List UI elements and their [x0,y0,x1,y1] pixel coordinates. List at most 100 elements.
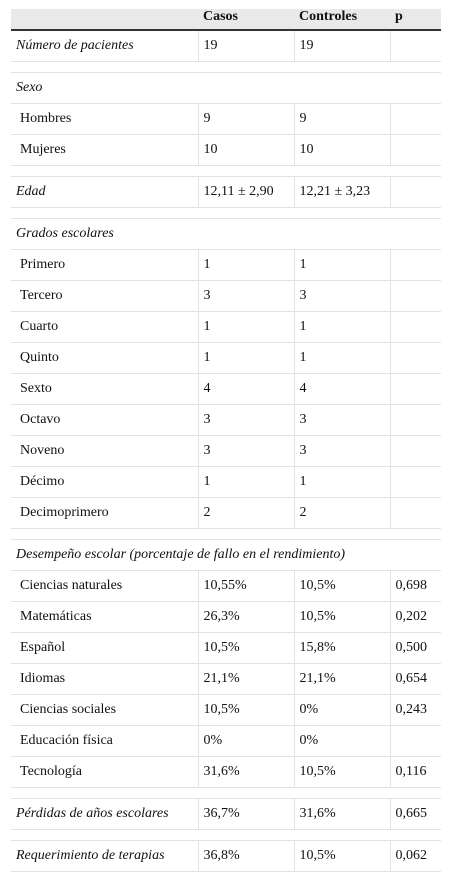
table-cell: 0% [197,725,294,757]
table-cell: 0,500 [389,632,441,664]
table-cell: 36,8% [197,840,294,872]
spacer-cell [11,787,441,799]
table-cell: 12,21 ± 3,23 [293,176,390,208]
table-row: Decimoprimero 2 2 [11,497,441,529]
table-cell: Primero [11,249,198,281]
spacer-row [11,61,441,73]
table-cell [389,342,441,374]
table-cell [389,373,441,405]
table-cell: 21,1% [293,663,390,695]
table-cell: 10,5% [293,601,390,633]
table-cell: 15,8% [293,632,390,664]
table-cell: Sexo [11,72,441,104]
spacer-cell [11,61,441,73]
spacer-cell [11,207,441,219]
table-cell: Decimoprimero [11,497,198,529]
table-row: Décimo 1 1 [11,466,441,498]
table-row: Requerimiento de terapias 36,8% 10,5% 0,062 [11,840,441,872]
table-cell [11,9,198,31]
table-cell: 0,654 [389,663,441,695]
spacer-row [11,787,441,799]
table-cell: Décimo [11,466,198,498]
table-cell [389,134,441,166]
table-cell: Sexto [11,373,198,405]
table-row: Número de pacientes 19 19 [11,30,441,62]
spacer-cell [11,165,441,177]
table-body: Casos Controles p Número de pacientes 19 19 Se… [11,9,441,872]
table-cell: 36,7% [197,798,294,830]
table-cell: Controles [294,9,390,31]
table-cell: 3 [197,280,294,312]
table-cell [389,497,441,529]
table-cell: Tercero [11,280,198,312]
table-cell: 10,5% [197,694,294,726]
table-cell: Educación física [11,725,198,757]
table-row: Ciencias naturales 10,55% 10,5% 0,698 [11,570,441,602]
table-cell: 3 [197,435,294,467]
table-cell: Requerimiento de terapias [11,840,198,872]
table-cell: 2 [197,497,294,529]
table-cell: 0% [293,694,390,726]
table-cell: Desempeño escolar (porcentaje de fallo e… [11,539,441,571]
table-row: Primero 1 1 [11,249,441,281]
table-cell: 26,3% [197,601,294,633]
table-cell: 10,55% [197,570,294,602]
table-cell: 19 [293,30,390,62]
table-cell: 2 [293,497,390,529]
table-cell: Ciencias sociales [11,694,198,726]
table-cell: 19 [197,30,294,62]
table-cell: Casos [198,9,294,31]
table-row: Edad 12,11 ± 2,90 12,21 ± 3,23 [11,176,441,208]
header-row: Casos Controles p [11,9,441,31]
table-cell: Cuarto [11,311,198,343]
table-cell: Pérdidas de años escolares [11,798,198,830]
table-cell: 0,202 [389,601,441,633]
table-cell: 0,062 [389,840,441,872]
table-cell: 1 [293,249,390,281]
table-row: Matemáticas 26,3% 10,5% 0,202 [11,601,441,633]
spacer-cell [11,528,441,540]
table-cell: 12,11 ± 2,90 [197,176,294,208]
spacer-row [11,207,441,219]
table-cell: p [390,9,441,31]
table-row: Español 10,5% 15,8% 0,500 [11,632,441,664]
table-row: Tercero 3 3 [11,280,441,312]
table-cell: 10 [197,134,294,166]
table-cell [389,249,441,281]
table-cell [389,725,441,757]
table-cell [389,103,441,135]
table-cell: Octavo [11,404,198,436]
table-row: Tecnología 31,6% 10,5% 0,116 [11,756,441,788]
table-cell: 3 [293,404,390,436]
table-row: Pérdidas de años escolares 36,7% 31,6% 0,66… [11,798,441,830]
table-cell [389,435,441,467]
table-cell: 31,6% [293,798,390,830]
table-cell [389,176,441,208]
table-row: Quinto 1 1 [11,342,441,374]
table-cell: 3 [293,435,390,467]
table-cell: 1 [197,466,294,498]
table-cell [389,311,441,343]
table-cell: 1 [293,466,390,498]
table-cell: Tecnología [11,756,198,788]
table-cell: 1 [293,311,390,343]
table-cell: 0,665 [389,798,441,830]
table-container: Casos Controles p Número de pacientes 19 19 Se… [11,9,441,872]
table-row: Sexto 4 4 [11,373,441,405]
table-row: Mujeres 10 10 [11,134,441,166]
table-cell [389,466,441,498]
table-cell: 10,5% [293,570,390,602]
table-row: Idiomas 21,1% 21,1% 0,654 [11,663,441,695]
table-cell: 10 [293,134,390,166]
table-cell: 4 [293,373,390,405]
table-cell: 1 [293,342,390,374]
table-cell: 0,116 [389,756,441,788]
table-cell: Grados escolares [11,218,441,250]
spacer-cell [11,829,441,841]
section-heading-row: Desempeño escolar (porcentaje de fallo e… [11,539,441,571]
table-cell: 1 [197,249,294,281]
table-cell: Matemáticas [11,601,198,633]
table-cell: 10,5% [293,756,390,788]
table-cell [389,30,441,62]
